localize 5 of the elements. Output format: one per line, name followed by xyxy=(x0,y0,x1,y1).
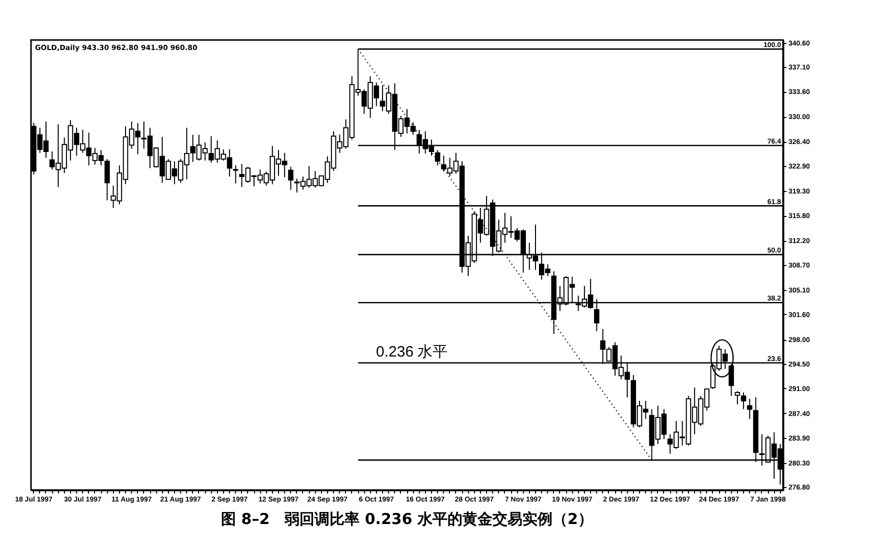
candlestick xyxy=(747,398,752,420)
candlestick xyxy=(288,166,294,190)
annotation: 0.236 水平 xyxy=(376,344,448,361)
candlestick xyxy=(233,164,238,184)
text: 图 8–2 弱回调比率 0.236 水平的黄金交易实例（2） xyxy=(221,510,593,528)
